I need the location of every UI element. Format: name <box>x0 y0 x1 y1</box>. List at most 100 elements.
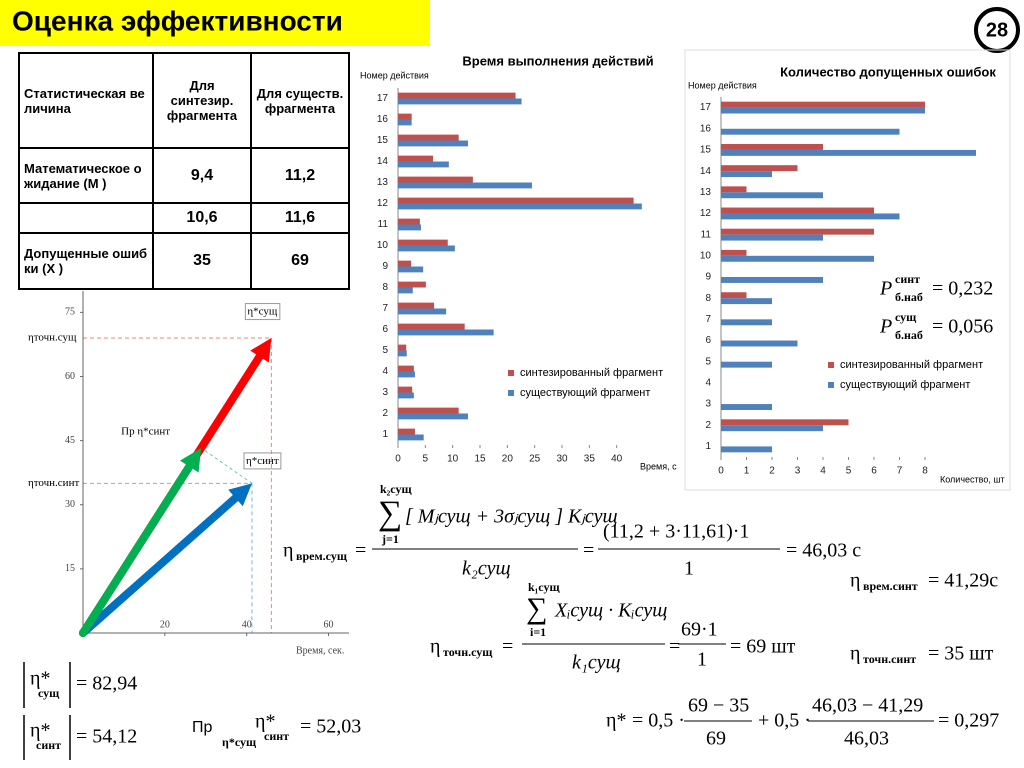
sum-lower: i=1 <box>530 625 546 639</box>
y-tick-label: 14 <box>700 166 712 177</box>
y-tick-label: 16 <box>377 114 389 125</box>
x-tick-label: 8 <box>922 466 928 477</box>
sub: синт <box>36 738 61 752</box>
bar <box>398 386 413 393</box>
bar <box>398 134 459 141</box>
x-tick-label: 2 <box>769 466 775 477</box>
numerator: 69 − 35 <box>688 695 749 717</box>
y-axis-label: Номер действия <box>688 80 757 90</box>
bar <box>398 218 420 225</box>
symbol: η <box>283 540 293 562</box>
x-tick-label: 20 <box>502 454 514 465</box>
rhs: = 0,056 <box>932 316 993 338</box>
denominator: k₂сущ <box>462 558 511 580</box>
symbol: η* <box>606 710 626 732</box>
bar <box>721 213 900 220</box>
bar <box>398 266 424 273</box>
y-tick-label: 10 <box>377 240 389 251</box>
slide-title: Оценка эффективности <box>12 5 343 36</box>
sum-body: Xᵢсущ · Kᵢсущ <box>554 600 667 622</box>
sub: точн.синт <box>863 652 916 666</box>
x-tick-label: 5 <box>423 454 429 465</box>
row-label: Математическое ожидание (M ) <box>18 147 154 204</box>
bar <box>398 203 642 210</box>
bar <box>398 434 424 441</box>
denominator: k₁сущ <box>572 652 621 674</box>
header-cell: Для синтезир. фрагмента <box>152 52 252 149</box>
bar <box>721 255 874 262</box>
numerator: 69·1 <box>681 619 718 641</box>
x-tick-label: 40 <box>611 454 623 465</box>
bar <box>721 340 798 347</box>
arrow-head <box>180 447 202 473</box>
bar <box>398 92 516 99</box>
bar <box>398 344 407 351</box>
sum: ∑ <box>526 592 547 625</box>
y-tick-label: 6 <box>382 324 388 335</box>
bar <box>721 319 772 326</box>
chart-frame <box>684 49 1011 491</box>
x-tick-label: 10 <box>447 454 459 465</box>
plus: + 0,5 · <box>758 710 811 732</box>
eq: = <box>355 540 366 562</box>
y-tick-label: 1 <box>382 429 388 440</box>
bar <box>721 165 798 172</box>
eq: = 0,5 · <box>632 710 685 732</box>
y-tick-label: 13 <box>700 187 712 198</box>
bar <box>721 186 747 193</box>
x-tick-label: 20 <box>160 619 170 630</box>
y-tick-label: 16 <box>700 123 712 134</box>
sub: точн.сущ <box>443 645 493 659</box>
legend-label: существующий фрагмент <box>520 387 650 399</box>
y-tick-label: 9 <box>382 261 388 272</box>
bar <box>398 407 459 414</box>
rhs: = 52,03 <box>300 716 361 738</box>
result: = 69 шт <box>730 636 796 658</box>
symbol: η <box>850 570 860 592</box>
y-tick-label: 5 <box>705 356 711 367</box>
legend-label: синтезированный фрагмент <box>840 359 983 371</box>
bar <box>721 228 874 235</box>
sub: синт <box>264 729 289 743</box>
y-tick-label: 12 <box>377 198 389 209</box>
bar <box>398 98 522 105</box>
y-tick-label: 11 <box>701 229 712 240</box>
label-box <box>244 303 281 321</box>
bar <box>721 144 823 150</box>
cell: 10,6 <box>152 202 252 234</box>
bar <box>721 249 747 256</box>
x-tick-label: 1 <box>744 466 750 477</box>
y-tick-label: 13 <box>377 177 389 188</box>
bar <box>721 149 976 156</box>
formula-time-exist: η врем.сущ = k₂сущ ∑ j=1 [ Mⱼсущ + 3σⱼсу… <box>283 482 861 580</box>
y-tick-label: 30 <box>65 499 75 510</box>
result: = 46,03 с <box>786 540 861 562</box>
y-tick-label: 4 <box>382 366 388 377</box>
symbol: η* <box>30 720 50 742</box>
y-tick-label: 3 <box>382 387 388 398</box>
rhs: = 82,94 <box>76 673 137 695</box>
x-axis-label: Время, сек. <box>296 645 344 656</box>
bar <box>398 197 634 204</box>
symbol: P <box>879 316 892 338</box>
sub: η*сущ <box>222 735 257 749</box>
denominator: 46,03 <box>844 728 889 750</box>
rhs: = 35 шт <box>928 643 994 665</box>
formula-magnitudes: η* сущ = 82,94 η* синт = 54,12 Пр η*сущ … <box>23 662 361 760</box>
x-tick-label: 60 <box>324 619 334 630</box>
page-badge <box>974 7 1020 53</box>
y-tick-label: 12 <box>700 208 712 219</box>
vector-label: Пр η*синт <box>121 426 170 438</box>
y-tick-label: 10 <box>700 250 712 261</box>
bar <box>721 107 925 114</box>
y-tick-label: 3 <box>705 399 711 410</box>
vector-label: η*сущ <box>247 306 277 318</box>
bar <box>398 224 421 231</box>
bar <box>398 350 407 357</box>
chart-title: Количество допущенных ошибок <box>780 64 996 79</box>
y-tick-label: 1 <box>705 441 711 452</box>
prefix: Пр <box>192 719 213 736</box>
y-tick-label: 15 <box>700 145 712 156</box>
legend-label: существующий фрагмент <box>840 379 970 391</box>
